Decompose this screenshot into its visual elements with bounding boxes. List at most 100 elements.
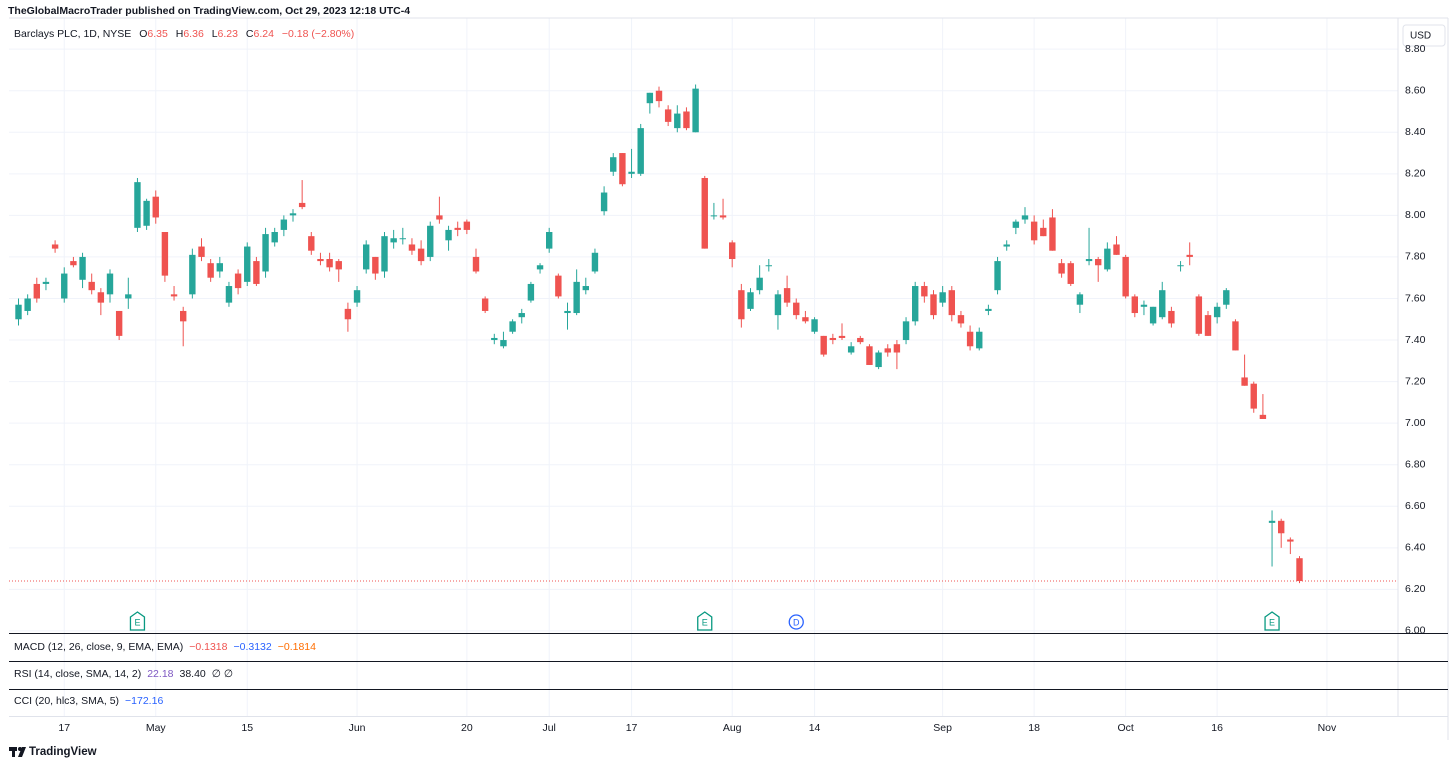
candle-body xyxy=(472,256,480,272)
field-value: 6.23 xyxy=(218,28,239,40)
candle-body xyxy=(70,261,77,266)
candle-body xyxy=(353,290,361,303)
candle-body xyxy=(902,321,910,341)
candle-body xyxy=(372,256,379,274)
currency-box[interactable] xyxy=(1402,24,1446,47)
candle-body xyxy=(783,288,791,303)
field-value: 6.24 xyxy=(254,28,275,40)
y-tick-label: 6.80 xyxy=(1405,458,1426,470)
candle-body xyxy=(335,261,342,270)
candle-body xyxy=(170,294,178,297)
candle-body xyxy=(271,232,278,243)
candle-body xyxy=(61,273,68,299)
indicator-value: −0.1814 xyxy=(278,641,316,653)
candle-body xyxy=(15,304,22,320)
candle-body xyxy=(701,177,708,249)
candle-body xyxy=(765,265,772,267)
symbol: Barclays PLC, 1D, NYSE xyxy=(14,28,131,40)
candle-body xyxy=(1195,296,1203,334)
candle-body xyxy=(1223,290,1230,305)
x-tick-label: Aug xyxy=(723,722,742,734)
y-tick-label: 8.60 xyxy=(1405,85,1426,97)
y-tick-label: 8.00 xyxy=(1405,209,1426,221)
candle-body xyxy=(88,281,95,291)
candle-body xyxy=(985,308,992,311)
y-tick-label: 7.60 xyxy=(1405,292,1426,304)
candle-body xyxy=(344,308,352,320)
logo-part xyxy=(12,747,15,757)
candle-body xyxy=(161,232,169,276)
candle-body xyxy=(1287,539,1294,542)
candle-body xyxy=(939,292,946,303)
y-tick-label: 8.40 xyxy=(1405,126,1426,138)
ohlc-legend: Barclays PLC, 1D, NYSE O6.35 H6.36 L6.23… xyxy=(14,28,354,40)
candle-body xyxy=(829,337,837,341)
candle-body xyxy=(1278,520,1285,534)
candle-body xyxy=(1095,259,1102,266)
candle-body xyxy=(417,248,425,262)
candle-body xyxy=(509,321,516,332)
candle-body xyxy=(793,302,800,316)
candle-body xyxy=(1232,321,1239,351)
grid xyxy=(9,18,1398,716)
indicator-legends: MACD (12, 26, close, 9, EMA, EMA) −0.1318… xyxy=(14,641,316,707)
candle-body xyxy=(143,200,150,226)
candle-body xyxy=(1159,290,1166,318)
candle-body xyxy=(719,215,727,218)
candle-body xyxy=(326,259,333,268)
x-tick-label: 15 xyxy=(241,722,253,734)
candle-body xyxy=(1049,217,1056,251)
currency[interactable]: USD xyxy=(1410,31,1431,42)
field-value: 6.36 xyxy=(183,28,204,40)
candle-body xyxy=(225,286,233,303)
candle-body xyxy=(747,292,754,309)
y-tick-label: 7.80 xyxy=(1405,251,1426,263)
candle-body xyxy=(298,202,306,208)
candle-body xyxy=(491,337,498,341)
candle-body xyxy=(637,128,644,174)
candle-body xyxy=(51,244,59,249)
candle-body xyxy=(976,331,983,349)
y-tick-label: 6.40 xyxy=(1405,542,1426,554)
event-marker xyxy=(1264,611,1280,631)
candle-body xyxy=(957,315,965,324)
indicator-title: MACD (12, 26, close, 9, EMA, EMA) xyxy=(14,641,183,653)
candle-body xyxy=(1186,254,1193,257)
candle-body xyxy=(1021,215,1029,220)
candle-body xyxy=(1104,248,1111,270)
candle-body xyxy=(664,109,672,122)
y-tick-label: 8.20 xyxy=(1405,168,1426,180)
candle-body xyxy=(912,286,919,322)
indicator-value: ∅ ∅ xyxy=(212,668,233,680)
change: −0.18 (−2.80%) xyxy=(282,28,354,40)
candle-body xyxy=(244,246,251,282)
candle-body xyxy=(1250,383,1257,409)
candle-body xyxy=(1003,244,1010,247)
indicator-value: 38.40 xyxy=(180,668,206,680)
candle-body xyxy=(106,273,114,295)
candle-body xyxy=(1268,520,1276,523)
candle-body xyxy=(1076,294,1084,305)
field-label: H xyxy=(176,28,184,40)
candle-body xyxy=(610,157,617,172)
candle-body xyxy=(1012,221,1020,228)
event-marker xyxy=(788,614,804,630)
candle-body xyxy=(710,215,718,217)
candle-body xyxy=(152,196,159,218)
x-tick-label: 16 xyxy=(1211,722,1223,734)
y-tick-label: 6.00 xyxy=(1405,625,1426,637)
candle-body xyxy=(756,277,763,291)
candle-body xyxy=(866,346,873,365)
candle-body xyxy=(692,88,699,133)
candle-body xyxy=(1140,304,1148,307)
indicator-legend: MACD (12, 26, close, 9, EMA, EMA) −0.1318… xyxy=(14,641,316,653)
indicator-legend: CCI (20, hlc3, SMA, 5) −172.16 xyxy=(14,695,163,707)
candle-body xyxy=(536,265,544,270)
candle-body xyxy=(555,275,562,297)
candle-body xyxy=(930,294,937,316)
x-tick-label: May xyxy=(146,722,167,734)
candle-body xyxy=(1241,377,1248,386)
event-marker xyxy=(129,611,146,631)
candle-body xyxy=(921,286,928,297)
